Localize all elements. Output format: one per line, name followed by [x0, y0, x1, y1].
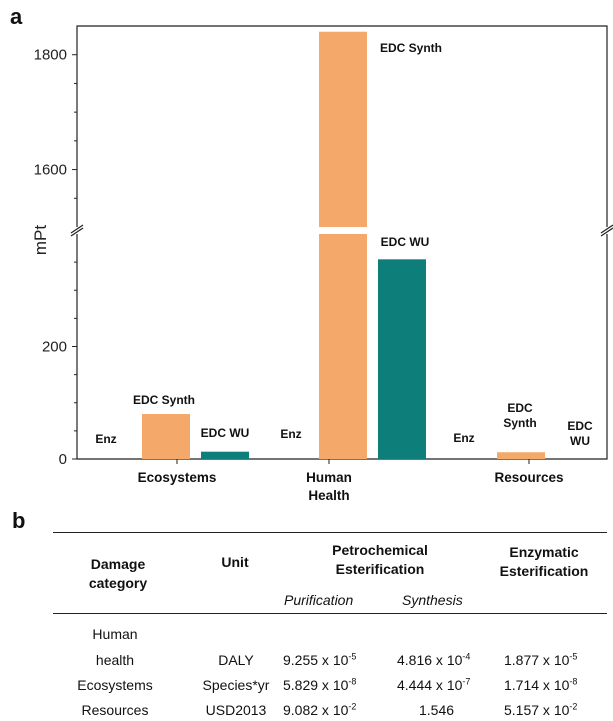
- y-tick-label-1800: 1800: [34, 47, 67, 64]
- panel-a-label: a: [10, 4, 23, 29]
- row-purification: 9.255 x 10-5: [283, 651, 357, 668]
- bar-label: EDC WU: [381, 235, 430, 249]
- bar: [378, 259, 426, 459]
- x-category-label: Health: [308, 488, 349, 503]
- bar-label: WU: [570, 434, 590, 448]
- bar: [319, 234, 367, 459]
- axis-break-mark-right-1: [600, 224, 613, 234]
- row-synthesis: 4.444 x 10-7: [397, 676, 471, 693]
- panel-b-label: b: [12, 508, 26, 533]
- row-enzymatic: 5.157 x 10-2: [504, 701, 578, 718]
- bar-label: EDC Synth: [380, 41, 442, 55]
- row-synthesis: 1.546: [419, 702, 455, 718]
- y-tick-label-200: 200: [42, 339, 67, 356]
- subheader-synthesis: Synthesis: [402, 592, 463, 608]
- bar-label: Synth: [503, 416, 536, 430]
- row-unit: Species*yr: [202, 677, 270, 693]
- axis-break-mark-left-1: [70, 224, 84, 234]
- header-damage-line1: Damage: [90, 556, 146, 572]
- x-category-label: Resources: [494, 470, 563, 485]
- y-axis-label: mPt: [31, 225, 50, 256]
- y-tick-label-0: 0: [59, 451, 67, 468]
- y-tick-label-1600: 1600: [34, 162, 67, 179]
- row-category: Ecosystems: [77, 677, 153, 693]
- row-unit: USD2013: [205, 702, 267, 718]
- header-enz-line1: Enzymatic: [509, 544, 579, 560]
- row-category-line2: health: [95, 652, 135, 668]
- row-enzymatic: 1.877 x 10-5: [504, 651, 578, 668]
- bar-label: EDC Synth: [133, 393, 195, 407]
- bar-label: Enz: [453, 431, 474, 445]
- row-synthesis: 4.816 x 10-4: [397, 651, 471, 668]
- axis-break-mark-right-2: [600, 227, 613, 237]
- table-rule-top: [53, 532, 607, 533]
- bar-label: Enz: [95, 432, 116, 446]
- bar: [142, 414, 190, 459]
- bar-label: EDC: [507, 401, 533, 415]
- row-enzymatic: 1.714 x 10-8: [504, 676, 578, 693]
- x-category-label: Ecosystems: [138, 470, 217, 485]
- header-petro-line2: Esterification: [335, 561, 425, 577]
- axis-frame-upper: [76, 25, 608, 227]
- row-purification: 5.829 x 10-8: [283, 676, 357, 693]
- header-enz-line2: Esterification: [499, 563, 589, 579]
- row-category-line1: Human: [92, 626, 138, 642]
- x-category-label: Human: [306, 470, 352, 485]
- bar-chart: 0 200 1600 1800 Ecosystems Human Health Resourc…: [31, 25, 613, 503]
- row-unit: DALY: [218, 652, 254, 668]
- bar-label: Enz: [280, 427, 301, 441]
- chart-axes: 0 200 1600 1800 Ecosystems Human Health Resourc…: [34, 25, 613, 503]
- header-petro-line1: Petrochemical: [332, 542, 428, 558]
- bar-label: EDC: [567, 419, 593, 433]
- bar-label: EDC WU: [201, 426, 250, 440]
- header-unit: Unit: [221, 554, 249, 570]
- header-damage-line2: category: [88, 575, 148, 591]
- bar: [201, 451, 249, 459]
- row-category: Resources: [81, 702, 149, 718]
- bar: [497, 452, 545, 459]
- table-rule-header: [53, 613, 607, 614]
- subheader-purification: Purification: [284, 592, 354, 608]
- bar: [319, 31, 367, 227]
- chart-bars: [142, 31, 545, 459]
- row-purification: 9.082 x 10-2: [283, 701, 357, 718]
- axis-break-mark-left-2: [70, 227, 84, 237]
